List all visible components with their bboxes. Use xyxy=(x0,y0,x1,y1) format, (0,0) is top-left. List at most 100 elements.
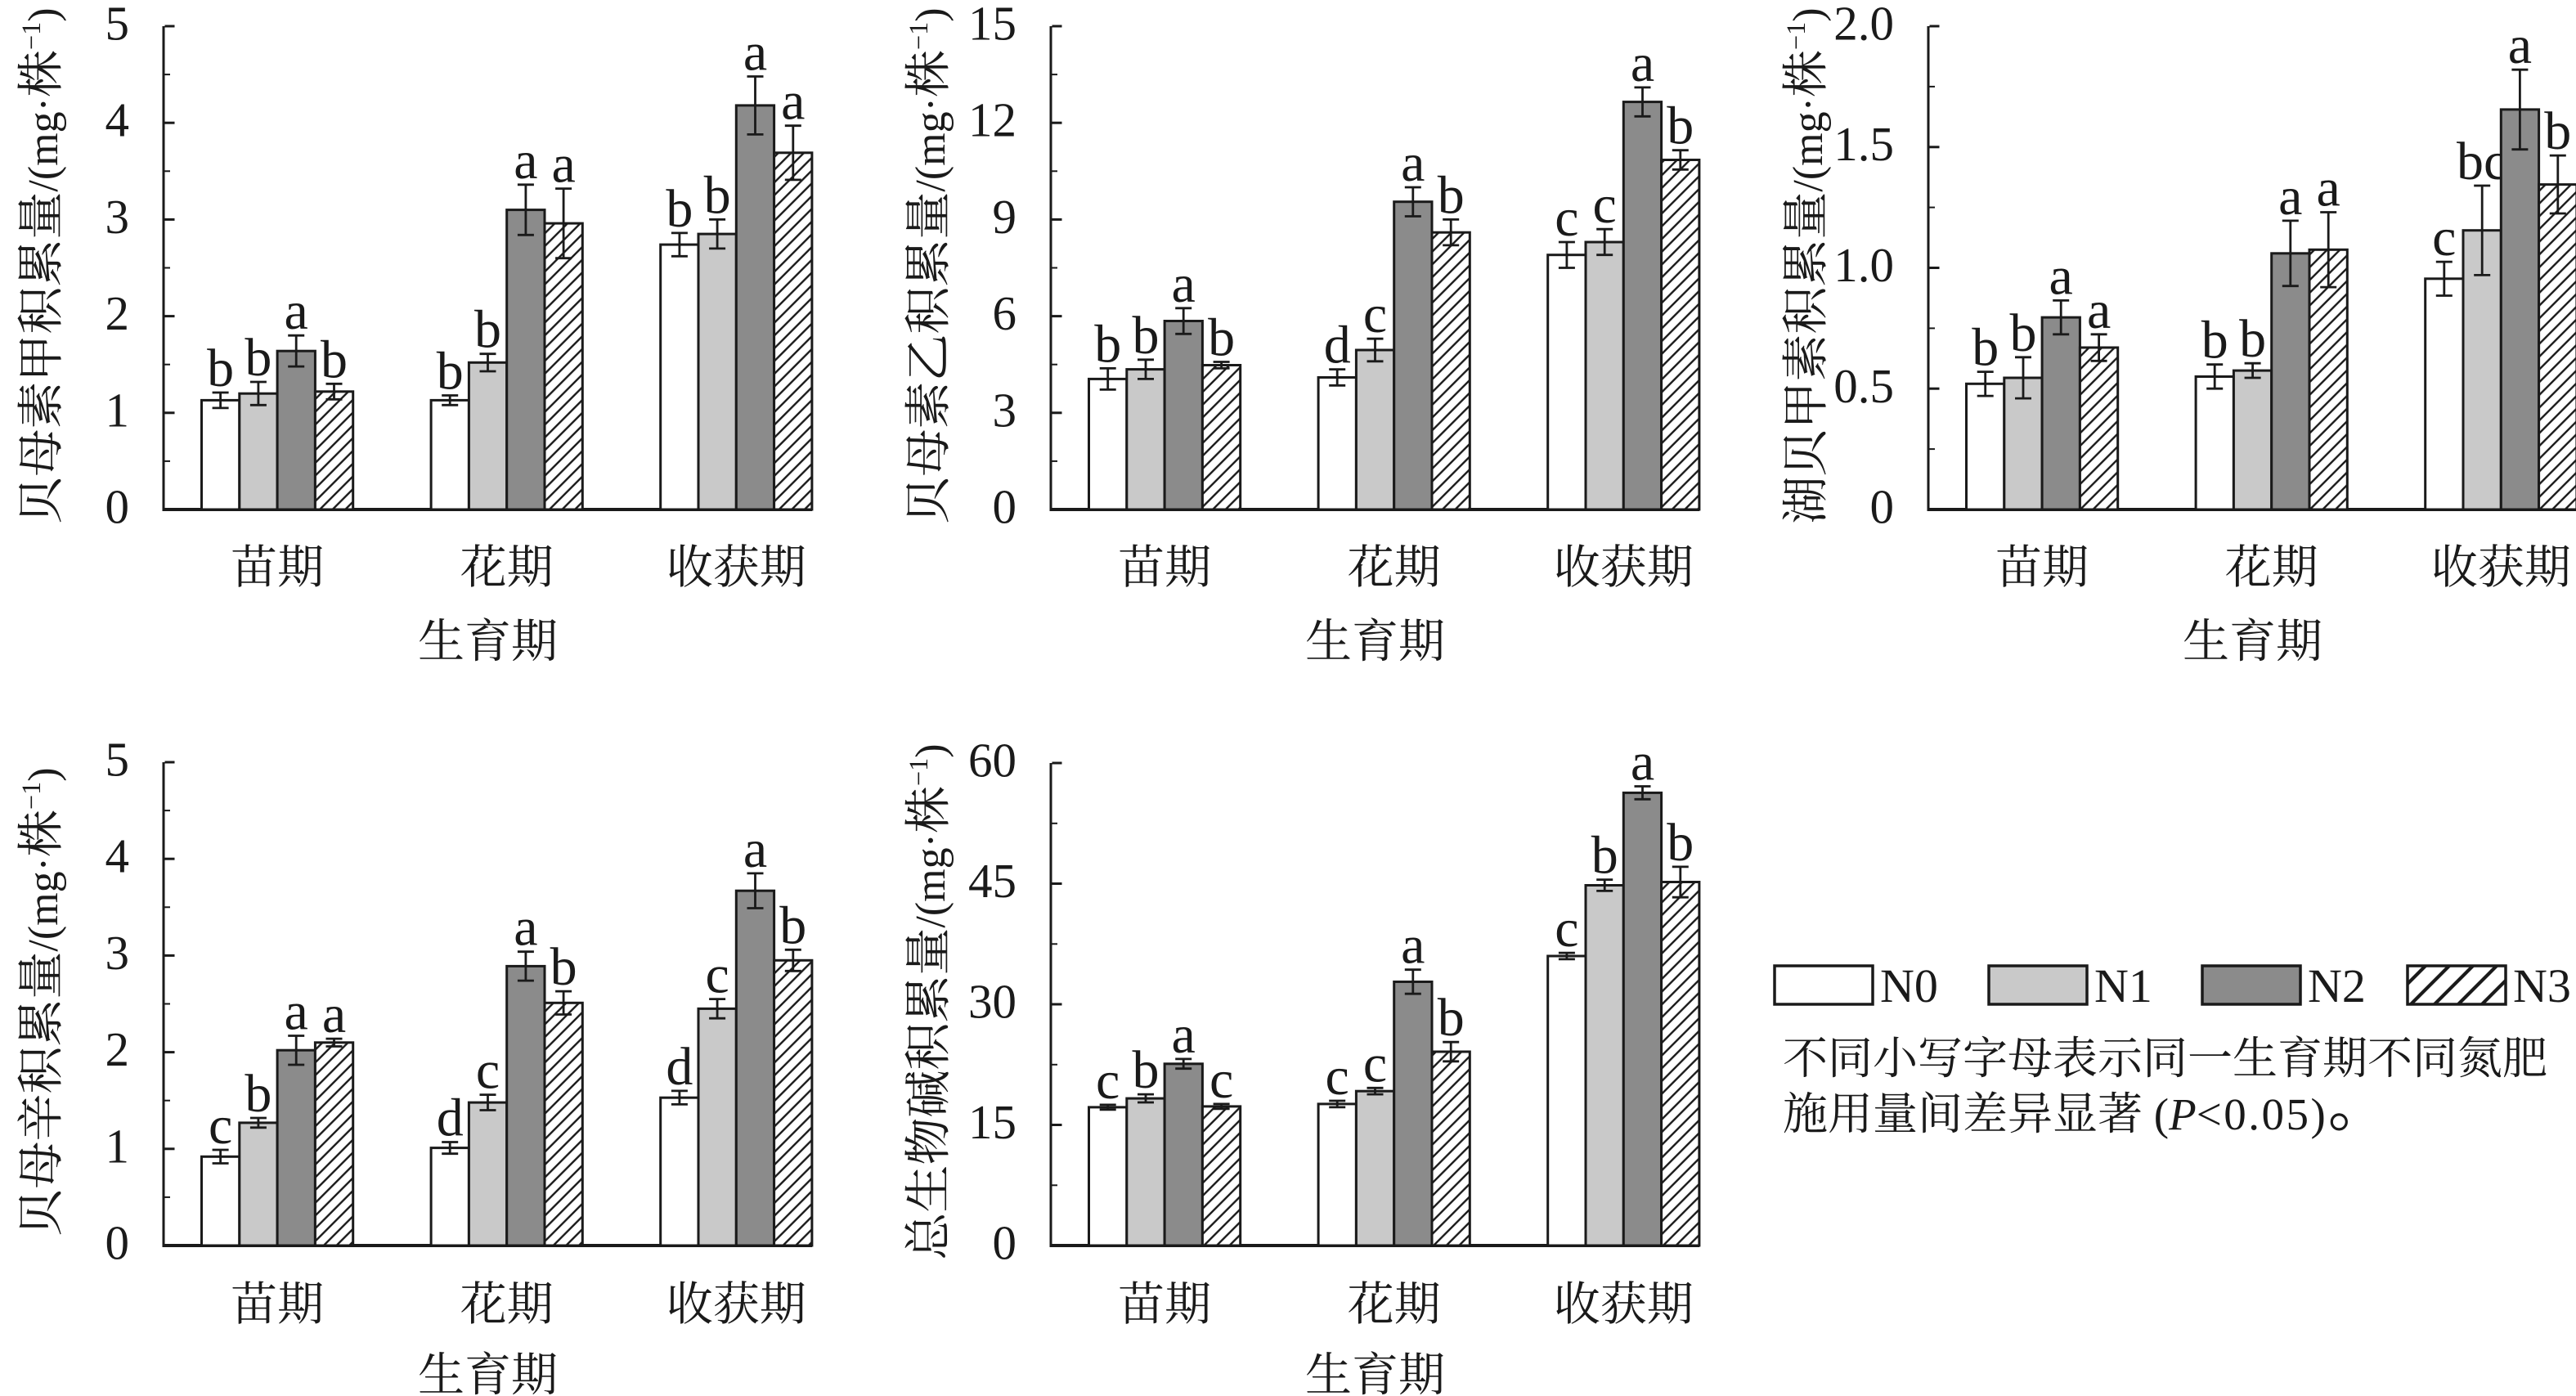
svg-text:b: b xyxy=(1133,1040,1160,1100)
svg-text:b: b xyxy=(2239,309,2266,369)
svg-text:/(mg·: /(mg· xyxy=(20,857,67,952)
svg-text:b: b xyxy=(1438,165,1465,225)
svg-text:b: b xyxy=(1438,988,1465,1048)
svg-text:b: b xyxy=(1094,314,1121,374)
svg-text:45: 45 xyxy=(968,854,1016,908)
svg-text:a: a xyxy=(1631,733,1654,792)
svg-text:2.0: 2.0 xyxy=(1833,0,1894,51)
svg-text:−1: −1 xyxy=(16,22,46,50)
svg-text:a: a xyxy=(2317,159,2340,218)
svg-text:N1: N1 xyxy=(2094,959,2152,1012)
svg-text:d: d xyxy=(1324,316,1351,375)
svg-text:b: b xyxy=(321,330,348,389)
svg-text:<0.05): <0.05) xyxy=(2197,1089,2328,1139)
svg-text:a: a xyxy=(2049,246,2073,306)
svg-text:−1: −1 xyxy=(1781,22,1811,50)
svg-text:1: 1 xyxy=(105,383,130,437)
svg-text:3: 3 xyxy=(993,383,1017,437)
svg-text:b: b xyxy=(704,165,731,225)
svg-text:b: b xyxy=(474,300,501,360)
svg-text:0: 0 xyxy=(993,480,1017,534)
svg-text:a: a xyxy=(514,898,537,958)
svg-text:b: b xyxy=(1972,318,1999,378)
svg-text:a: a xyxy=(285,982,308,1042)
svg-text:0: 0 xyxy=(1870,480,1895,534)
svg-text:b: b xyxy=(2010,303,2037,363)
svg-text:c: c xyxy=(705,945,729,1005)
svg-text:5: 5 xyxy=(105,0,130,51)
svg-text:a: a xyxy=(1401,133,1425,193)
svg-text:3: 3 xyxy=(105,926,130,980)
svg-text:2: 2 xyxy=(105,1022,130,1076)
svg-text:a: a xyxy=(1172,254,1196,314)
svg-text:5: 5 xyxy=(105,733,130,787)
svg-text:b: b xyxy=(437,342,464,402)
svg-text:c: c xyxy=(1209,1050,1233,1110)
svg-text:30: 30 xyxy=(968,975,1016,1029)
svg-text:a: a xyxy=(514,131,537,191)
svg-text:b: b xyxy=(1667,97,1694,156)
svg-text:): ) xyxy=(20,7,67,21)
svg-text:c: c xyxy=(1555,188,1578,248)
svg-text:0: 0 xyxy=(105,1216,130,1270)
svg-text:c: c xyxy=(1593,175,1617,235)
svg-text:9: 9 xyxy=(993,190,1017,244)
svg-text:/(mg·: /(mg· xyxy=(20,97,67,192)
svg-text:b: b xyxy=(245,1064,272,1124)
svg-text:c: c xyxy=(209,1096,232,1156)
svg-text:b: b xyxy=(207,339,234,398)
svg-text:15: 15 xyxy=(968,1095,1016,1149)
svg-text:−1: −1 xyxy=(904,758,933,786)
svg-text:b: b xyxy=(550,937,577,997)
svg-text:a: a xyxy=(2278,167,2302,227)
svg-text:60: 60 xyxy=(968,734,1016,788)
svg-text:c: c xyxy=(1096,1051,1120,1111)
svg-text:c: c xyxy=(1555,899,1578,958)
svg-text:0.5: 0.5 xyxy=(1833,359,1894,413)
svg-text:b: b xyxy=(666,179,693,239)
svg-text:6: 6 xyxy=(993,286,1017,340)
svg-text:bc: bc xyxy=(2457,132,2507,191)
svg-text:c: c xyxy=(2432,208,2456,267)
svg-text:a: a xyxy=(1401,916,1425,976)
svg-text:3: 3 xyxy=(105,190,130,244)
svg-text:a: a xyxy=(781,72,805,132)
svg-text:c: c xyxy=(1326,1047,1349,1106)
svg-text:4: 4 xyxy=(105,829,130,883)
svg-text:N3: N3 xyxy=(2513,959,2571,1012)
svg-text:15: 15 xyxy=(968,0,1016,51)
svg-text:b: b xyxy=(779,896,806,955)
svg-text:b: b xyxy=(2544,101,2571,161)
svg-text:b: b xyxy=(1667,813,1694,873)
svg-text:/(mg·: /(mg· xyxy=(908,97,954,192)
svg-text:a: a xyxy=(551,135,575,195)
svg-text:a: a xyxy=(322,985,346,1044)
svg-text:a: a xyxy=(743,23,767,83)
svg-text:2: 2 xyxy=(105,286,130,340)
svg-text:b: b xyxy=(245,328,272,388)
svg-text:1.5: 1.5 xyxy=(1833,117,1894,171)
svg-text:(: ( xyxy=(2154,1089,2169,1139)
svg-text:−1: −1 xyxy=(904,22,933,50)
svg-text:a: a xyxy=(2508,16,2532,75)
svg-text:): ) xyxy=(908,743,954,757)
svg-text:): ) xyxy=(1785,7,1832,21)
svg-text:N2: N2 xyxy=(2308,959,2366,1012)
svg-text:a: a xyxy=(743,819,767,879)
svg-text:c: c xyxy=(1363,1034,1387,1093)
svg-text:a: a xyxy=(2087,281,2111,340)
svg-text:d: d xyxy=(437,1089,464,1148)
svg-text:c: c xyxy=(1363,285,1387,344)
svg-text:0: 0 xyxy=(993,1216,1017,1270)
svg-text:b: b xyxy=(1591,826,1618,886)
svg-text:): ) xyxy=(20,767,67,781)
svg-text:1: 1 xyxy=(105,1119,130,1173)
svg-text:1.0: 1.0 xyxy=(1833,238,1894,292)
svg-text:/(mg·: /(mg· xyxy=(908,833,954,928)
svg-text:−1: −1 xyxy=(16,782,46,810)
svg-text:12: 12 xyxy=(968,93,1016,147)
svg-text:a: a xyxy=(1172,1005,1196,1065)
svg-text:a: a xyxy=(1631,34,1654,93)
svg-text:P: P xyxy=(2168,1089,2197,1139)
svg-text:d: d xyxy=(666,1037,693,1097)
